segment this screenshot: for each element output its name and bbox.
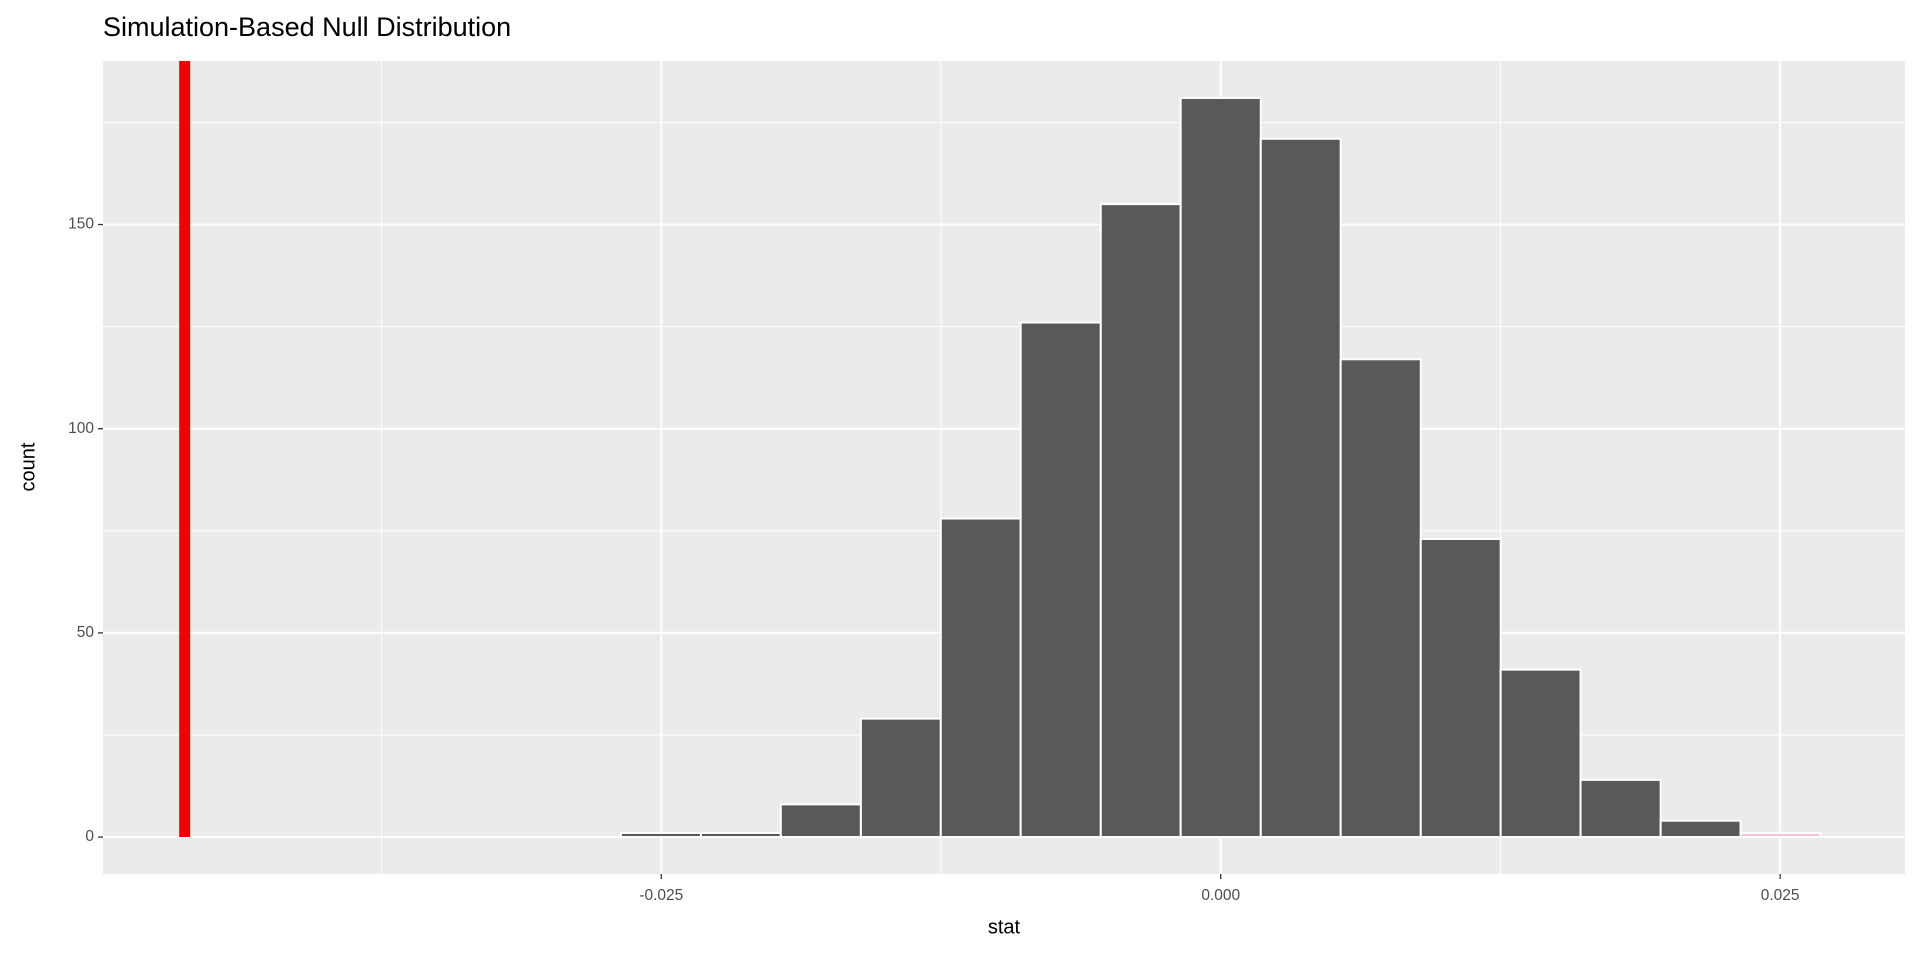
x-tick-label: 0.000 xyxy=(1201,887,1240,904)
bar xyxy=(620,831,702,839)
bar xyxy=(1739,831,1822,839)
x-tick-label: -0.025 xyxy=(639,887,683,904)
bar xyxy=(1019,321,1102,839)
y-tick-label: 100 xyxy=(68,420,94,437)
bar xyxy=(779,803,862,839)
bar xyxy=(939,517,1022,839)
y-tick-label: 0 xyxy=(85,828,94,845)
y-tick-label: 150 xyxy=(68,216,94,233)
bar xyxy=(699,831,782,839)
bar xyxy=(1659,819,1742,839)
y-axis-title: count xyxy=(17,442,39,491)
bar xyxy=(1419,537,1502,839)
chart-title: Simulation-Based Null Distribution xyxy=(103,12,511,42)
bar xyxy=(1339,358,1422,839)
bar xyxy=(1099,203,1182,839)
bar xyxy=(1259,137,1342,839)
x-tick-label: 0.025 xyxy=(1761,887,1800,904)
bar xyxy=(1579,778,1662,839)
bar xyxy=(1499,668,1582,839)
bar xyxy=(1179,96,1262,839)
y-tick-label: 50 xyxy=(77,624,95,641)
x-axis-title: stat xyxy=(988,916,1021,938)
bar xyxy=(859,717,942,839)
